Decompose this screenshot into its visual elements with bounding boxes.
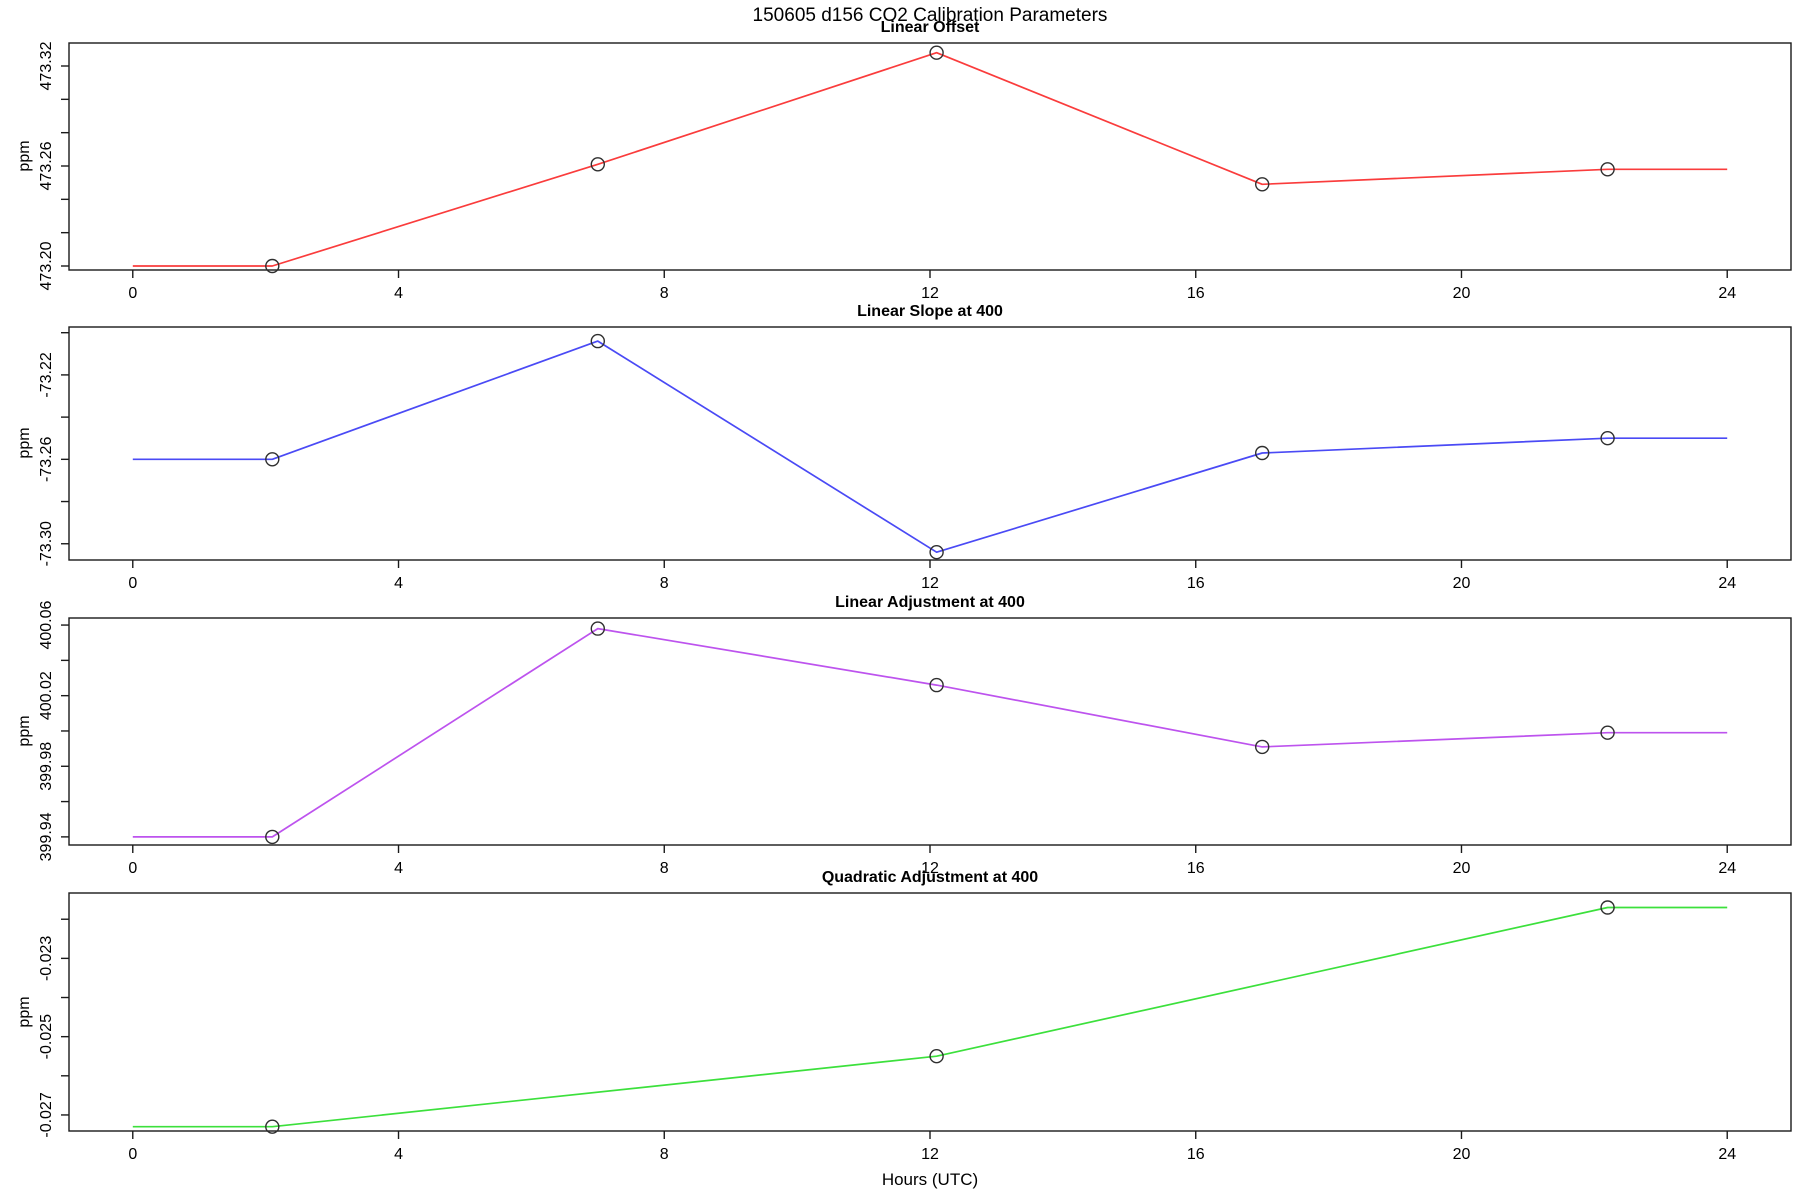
plot-box	[68, 892, 1792, 1132]
series-line	[132, 340, 1728, 554]
y-tick-label: 473.32	[38, 41, 55, 90]
y-tick-label: -73.30	[38, 521, 55, 566]
x-tick-label: 12	[921, 860, 939, 877]
data-point	[265, 452, 280, 467]
x-tick-label: 4	[394, 575, 403, 592]
y-tick-label: 400.06	[38, 600, 55, 649]
x-tick-label: 24	[1718, 1146, 1736, 1163]
panel-title-linear-slope: Linear Slope at 400	[857, 303, 1003, 320]
x-tick-label: 8	[660, 860, 669, 877]
x-tick-label: 24	[1718, 285, 1736, 302]
x-tick-label: 20	[1453, 575, 1471, 592]
x-tick-label: 4	[394, 860, 403, 877]
y-tick-label: 399.98	[38, 742, 55, 791]
y-tick-label: -0.023	[38, 936, 55, 981]
series-line	[132, 627, 1728, 838]
x-tick-label: 20	[1453, 285, 1471, 302]
x-tick-label: 12	[921, 285, 939, 302]
x-tick-label: 12	[921, 1146, 939, 1163]
plot-box	[68, 617, 1792, 846]
data-point	[929, 45, 944, 60]
data-point	[1600, 900, 1615, 915]
panel-title-linear-offset: Linear Offset	[880, 19, 980, 36]
y-tick-label: -73.22	[38, 352, 55, 397]
y-tick-label: 399.94	[38, 812, 55, 861]
x-tick-label: 0	[128, 1146, 137, 1163]
x-tick-label: 0	[128, 285, 137, 302]
x-tick-label: 4	[394, 1146, 403, 1163]
data-point	[1254, 739, 1270, 755]
x-tick-label: 8	[660, 285, 669, 302]
x-tick-label: 20	[1453, 1146, 1471, 1163]
data-point	[1254, 177, 1270, 192]
data-point	[590, 333, 605, 349]
data-point	[1600, 162, 1615, 177]
x-tick-label: 0	[128, 575, 137, 592]
data-point	[265, 829, 280, 845]
data-point	[590, 157, 605, 172]
y-tick-label: 400.02	[38, 671, 55, 720]
panel-title-quadratic-adjustment: Quadratic Adjustment at 400	[821, 869, 1039, 886]
x-tick-label: 12	[921, 575, 939, 592]
panel-title-linear-adjustment: Linear Adjustment at 400	[835, 594, 1025, 611]
x-tick-label: 16	[1187, 860, 1205, 877]
y-tick-label: 473.26	[38, 141, 55, 190]
x-tick-label: 24	[1718, 575, 1736, 592]
plot-box	[68, 326, 1792, 561]
x-tick-label: 4	[394, 285, 403, 302]
x-axis-label: Hours (UTC)	[881, 1170, 979, 1189]
series-line	[132, 51, 1728, 267]
x-tick-label: 8	[660, 575, 669, 592]
y-tick-label: -0.027	[38, 1092, 55, 1137]
x-tick-label: 24	[1718, 860, 1736, 877]
x-tick-label: 16	[1187, 575, 1205, 592]
data-point	[1254, 445, 1270, 461]
x-tick-label: 20	[1453, 860, 1471, 877]
x-tick-label: 16	[1187, 1146, 1205, 1163]
plot-box	[68, 42, 1792, 271]
y-tick-label: 473.20	[38, 241, 55, 290]
data-point	[929, 545, 944, 560]
data-point	[1600, 725, 1615, 740]
x-tick-label: 0	[128, 860, 137, 877]
data-point	[929, 677, 944, 693]
data-point	[265, 1119, 280, 1134]
y-tick-label: -0.025	[38, 1014, 55, 1059]
series-line	[132, 906, 1728, 1128]
data-point	[590, 621, 605, 636]
data-point	[1600, 431, 1615, 446]
page-title: 150605 d156 CO2 Calibration Parameters	[752, 5, 1108, 26]
y-tick-label: -73.26	[38, 437, 55, 482]
x-tick-label: 8	[660, 1146, 669, 1163]
data-point	[265, 258, 280, 274]
data-point	[929, 1048, 944, 1064]
x-tick-label: 16	[1187, 285, 1205, 302]
